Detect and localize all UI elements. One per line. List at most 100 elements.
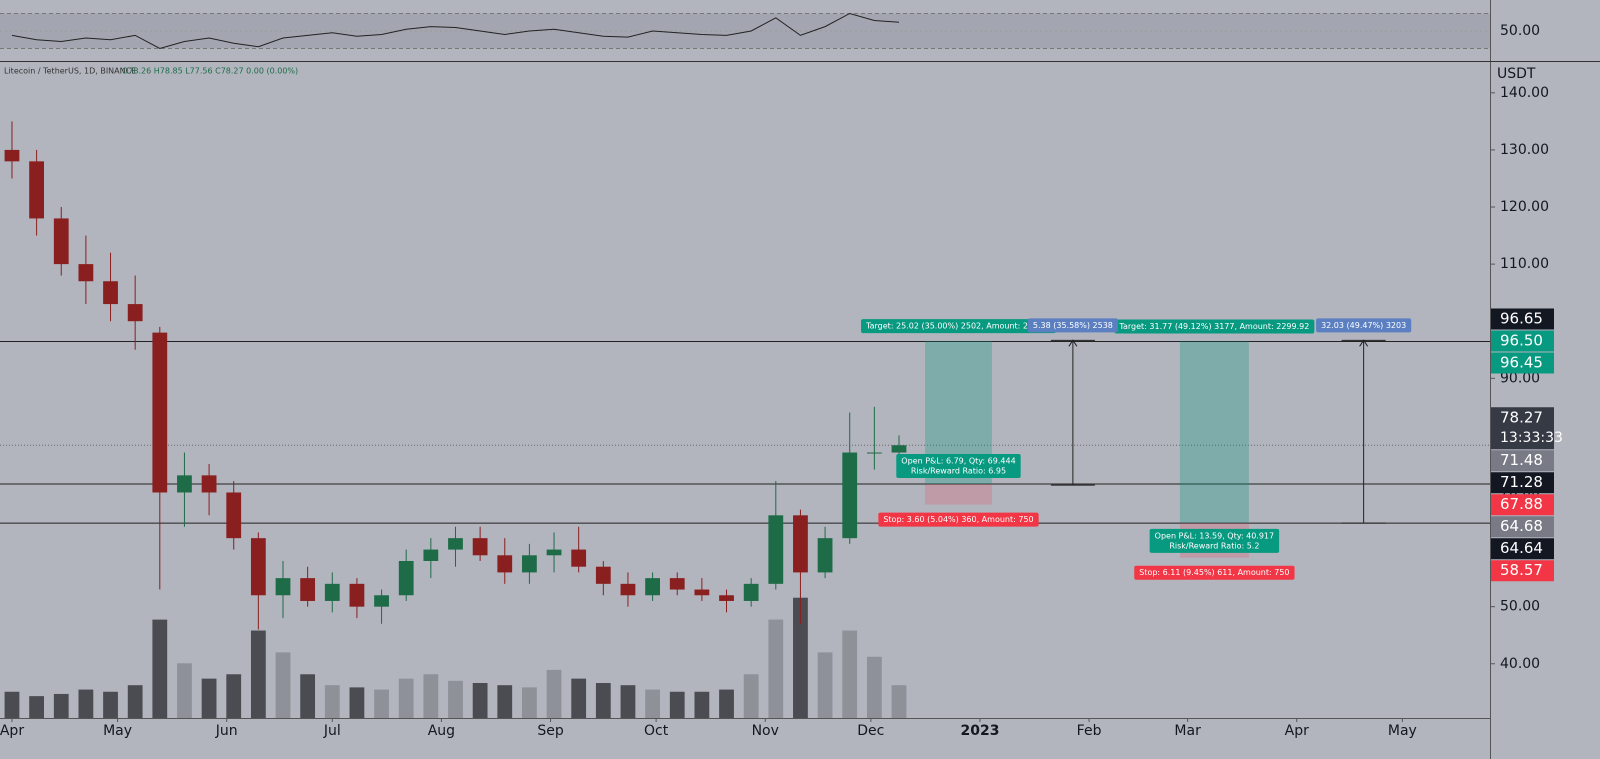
candle-body [768, 515, 784, 584]
candle-body [793, 515, 808, 573]
volume-bar [743, 674, 759, 718]
volume-bar [201, 678, 217, 718]
candle-body [275, 578, 291, 596]
candle-body [374, 595, 389, 607]
y-tick-label: 110.00 [1500, 256, 1549, 272]
candle-body [571, 549, 587, 567]
candle-body [546, 549, 562, 556]
candle-body [817, 538, 833, 573]
price-tag-label: 96.45 [1500, 353, 1543, 371]
x-tick-label: Mar [1174, 723, 1201, 739]
target-label-text: Target: 25.02 (35.00%) 2502, Amount: 273… [865, 322, 1051, 331]
volume-bar [793, 597, 808, 718]
x-tick-label: Feb [1077, 723, 1102, 739]
price-tag [1491, 560, 1554, 582]
volume-bar [497, 685, 513, 718]
x-tick-label: May [103, 723, 132, 739]
unit-label: USDT [1497, 66, 1536, 82]
y-tick-label: 130.00 [1500, 142, 1549, 158]
price-tag [1491, 494, 1554, 516]
x-tick-label: Jun [215, 723, 238, 739]
y-tick-label: 120.00 [1500, 199, 1549, 215]
volume-bar [842, 630, 858, 718]
price-tag-label: 71.28 [1500, 473, 1543, 491]
price-tag [1491, 516, 1554, 538]
pnl-label-text: Open P&L: 13.59, Qty: 40.917 [1155, 531, 1274, 540]
candle-body [201, 475, 217, 493]
x-tick-label: Apr [1285, 723, 1309, 739]
candle-body [645, 578, 660, 596]
candle-body [743, 583, 759, 601]
price-tag [1491, 472, 1554, 494]
candle-body [300, 578, 316, 601]
candle-body [29, 161, 44, 219]
candle-body [226, 492, 242, 539]
stop-label: Stop: 3.60 (5.04%) 360, Amount: 750 [878, 512, 1039, 527]
x-tick-label: Nov [752, 723, 779, 739]
volume-bar [768, 619, 784, 718]
volume-bar [694, 691, 710, 718]
stop-label: Stop: 6.11 (9.45%) 611, Amount: 750 [1134, 565, 1295, 580]
x-tick-label: Apr [0, 723, 24, 739]
x-tick-label: 2023 [960, 723, 999, 739]
volume-bar [595, 683, 611, 718]
volume-bar [275, 652, 291, 718]
target-label-box [861, 319, 1056, 334]
candle-body [78, 264, 94, 282]
price-tag-label: 64.68 [1500, 517, 1543, 535]
volume-bar [4, 691, 20, 718]
price-tag [1491, 538, 1554, 560]
measure-label-text: 32.03 (49.47%) 3203 [1321, 321, 1406, 330]
x-tick-label: Aug [428, 723, 455, 739]
ohlc-legend: O78.26 H78.85 L77.56 C78.27 0.00 (0.00%) [122, 67, 298, 76]
candle-body [250, 538, 266, 596]
measure-label-box [1316, 318, 1412, 333]
candle-body [472, 538, 488, 556]
candle-body [891, 445, 907, 453]
volume-bar [127, 685, 143, 718]
x-tick-label: Sep [537, 723, 564, 739]
candle-body [4, 149, 20, 162]
rsi-tick-label: 50.00 [1500, 23, 1540, 39]
volume-bar [669, 691, 685, 718]
pnl-label-box [1149, 528, 1280, 553]
candle-body [497, 555, 513, 573]
volume-bar [29, 696, 44, 718]
volume-bar [226, 674, 242, 718]
symbol-title: Litecoin / TetherUS, 1D, BINANCE [4, 67, 136, 76]
volume-bar [645, 689, 660, 718]
price-tag-label: 64.64 [1500, 539, 1543, 557]
volume-bar [522, 687, 537, 718]
measure-label-text: 5.38 (35.58%) 2538 [1033, 321, 1113, 330]
candle-body [324, 583, 340, 601]
candle-body [423, 549, 439, 561]
volume-bar [152, 619, 168, 718]
measure-head [1068, 339, 1078, 347]
candle-body [127, 304, 143, 322]
volume-bar [177, 663, 192, 718]
candle-body [694, 589, 710, 596]
pnl-label-text: Risk/Reward Ratio: 6.95 [911, 467, 1006, 476]
candle-body [177, 475, 192, 493]
volume-bar [103, 691, 118, 718]
y-tick-label: 40.00 [1500, 656, 1540, 672]
candle-body [842, 452, 858, 539]
y-tick-label: 140.00 [1500, 85, 1549, 101]
volume-bar [78, 689, 94, 718]
stop-label-box [878, 512, 1039, 527]
y-tick-label: 50.00 [1500, 599, 1540, 615]
x-tick-label: Jul [323, 723, 341, 739]
pnl-label-text: Open P&L: 6.79, Qty: 69.444 [901, 457, 1015, 466]
candle-body [719, 595, 734, 601]
price-tag-label: 96.65 [1500, 309, 1543, 327]
candle-body [448, 538, 463, 550]
volume-bar [398, 678, 414, 718]
price-tag [1491, 450, 1554, 472]
target-label-box [1114, 319, 1315, 334]
volume-bar [891, 685, 907, 718]
measure-head [1359, 339, 1369, 347]
volume-bar [349, 687, 365, 718]
measure-label: 5.38 (35.58%) 2538 [1027, 318, 1118, 333]
target-label: Target: 25.02 (35.00%) 2502, Amount: 273… [861, 319, 1056, 334]
